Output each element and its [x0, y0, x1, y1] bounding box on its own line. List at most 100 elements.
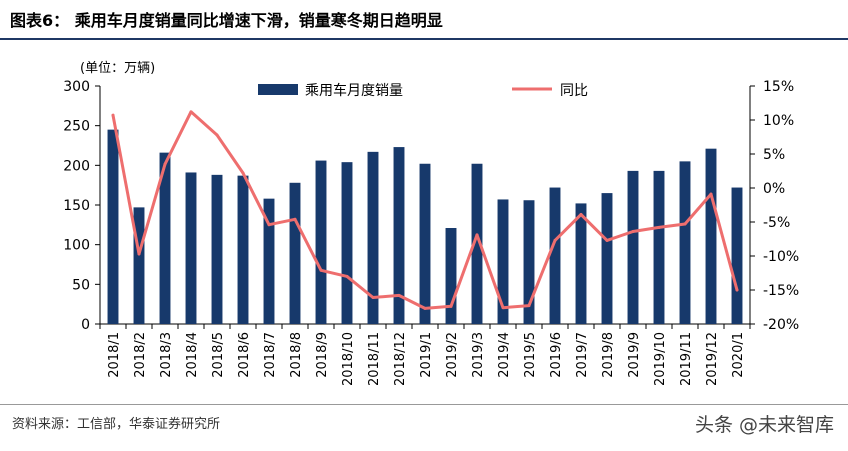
y2-tick-label: -10%	[763, 249, 799, 265]
bar	[341, 162, 353, 324]
x-tick-label: 2019/5	[523, 332, 538, 378]
y-axis-unit-label: (单位：万辆)	[80, 61, 155, 76]
x-tick-label: 2020/1	[731, 332, 746, 378]
legend: 乘用车月度销量 同比	[258, 82, 588, 99]
line-point	[449, 304, 453, 308]
x-tick-label: 2018/3	[159, 332, 174, 378]
y2-tick-label: 10%	[763, 113, 794, 129]
x-tick-label: 2019/1	[419, 332, 434, 378]
y-tick-label: 150	[63, 198, 90, 214]
chart-title: 图表6： 乘用车月度销量同比增速下滑，销量寒冬期日趋明显	[10, 11, 443, 30]
bar	[211, 174, 223, 324]
x-tick-labels: 2018/1 2018/2 2018/3 2018/4 2018/5 2018/6 2018…	[107, 332, 746, 386]
line-point	[579, 213, 583, 217]
y-tick-label: 100	[63, 238, 90, 254]
watermark: 头条 @未来智库	[694, 414, 834, 436]
y-tick-label: 50	[72, 277, 90, 293]
line-point	[475, 233, 479, 237]
x-tick-label: 2019/11	[679, 332, 694, 386]
x-tick-label: 2019/10	[653, 332, 668, 386]
bar	[679, 161, 691, 324]
line-series	[111, 110, 739, 310]
bar	[367, 151, 379, 324]
line-point	[371, 295, 375, 299]
x-tick-label: 2018/6	[237, 332, 252, 378]
x-tick-label: 2018/4	[185, 332, 200, 378]
line-point	[111, 113, 115, 117]
bar	[445, 228, 457, 324]
y-tick-label: 0	[81, 317, 90, 333]
source-note: 资料来源：工信部，华泰证券研究所	[12, 417, 221, 432]
bar	[419, 163, 431, 324]
y2-tick-label: -20%	[763, 317, 799, 333]
y-tick-label: 300	[63, 79, 90, 95]
y2-tick-label: -15%	[763, 283, 799, 299]
y2-tick-label: 0%	[763, 181, 785, 197]
bar	[627, 170, 639, 324]
line-point	[683, 222, 687, 226]
x-tick-label: 2019/7	[575, 332, 590, 378]
bar	[263, 198, 275, 324]
bar	[575, 203, 587, 324]
y-tick-label: 200	[63, 158, 90, 174]
x-tick-label: 2018/9	[315, 332, 330, 378]
bar	[133, 207, 145, 324]
x-tick-label: 2018/5	[211, 332, 226, 378]
footer-rule	[0, 404, 848, 405]
line-point	[241, 171, 245, 175]
bar	[705, 148, 717, 324]
bar	[523, 200, 535, 324]
x-tick-label: 2019/6	[549, 332, 564, 378]
bar	[601, 193, 613, 324]
x-tick-label: 2019/12	[705, 332, 720, 386]
x-tick-label: 2018/2	[133, 332, 148, 378]
line-point	[657, 225, 661, 229]
x-tick-label: 2019/3	[471, 332, 486, 378]
x-tick-label: 2019/2	[445, 332, 460, 378]
bar	[393, 147, 405, 324]
legend-bar-swatch	[258, 84, 298, 95]
y2-tick-label: 15%	[763, 79, 794, 95]
line-point	[215, 133, 219, 137]
line-point	[319, 268, 323, 272]
x-tick-label: 2018/12	[393, 332, 408, 386]
bar-series	[107, 129, 743, 324]
x-tick-label: 2018/8	[289, 332, 304, 378]
title-bar: 图表6： 乘用车月度销量同比增速下滑，销量寒冬期日趋明显	[0, 0, 848, 40]
bar	[497, 199, 509, 324]
line-point	[397, 293, 401, 297]
bar	[237, 175, 249, 324]
line-point	[553, 238, 557, 242]
y-tick-label: 250	[63, 119, 90, 135]
line-point	[267, 223, 271, 227]
bar	[653, 170, 665, 324]
bar	[471, 163, 483, 324]
line-point	[735, 288, 739, 292]
line-point	[631, 230, 635, 234]
line-point	[709, 192, 713, 196]
x-tick-label: 2019/4	[497, 332, 512, 378]
x-tick-label: 2018/11	[367, 332, 382, 386]
line-point	[423, 306, 427, 310]
line-point	[137, 252, 141, 256]
line-point	[189, 110, 193, 114]
bar	[185, 172, 197, 324]
x-tick-label: 2018/1	[107, 332, 122, 378]
x-tick-label: 2018/10	[341, 332, 356, 386]
x-tick-label: 2018/7	[263, 332, 278, 378]
bar	[731, 187, 743, 324]
line-point	[163, 162, 167, 166]
bar	[549, 187, 561, 324]
y2-tick-label: -5%	[763, 215, 790, 231]
line-point	[345, 274, 349, 278]
x-tick-label: 2019/9	[627, 332, 642, 378]
bar	[315, 160, 327, 324]
bar	[289, 182, 301, 324]
line-point	[527, 304, 531, 308]
line-point	[501, 306, 505, 310]
legend-bar-label: 乘用车月度销量	[305, 82, 403, 99]
bar	[107, 129, 119, 324]
line-point	[605, 238, 609, 242]
y2-tick-label: 5%	[763, 147, 785, 163]
bar	[159, 152, 171, 324]
